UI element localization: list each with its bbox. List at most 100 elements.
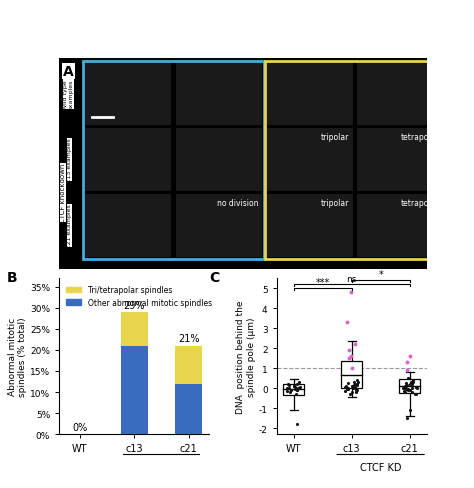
Point [292,390,300,398]
Bar [175,384,202,434]
Text: tetrapolar: tetrapolar [401,199,440,207]
Bar [176,128,262,192]
Bar [120,312,148,346]
Point [412,384,419,391]
Point [406,352,413,360]
Bar [85,128,171,192]
Point [353,382,360,389]
Point [292,386,299,393]
Point [403,359,410,366]
Point [353,381,361,388]
Bar [176,194,262,258]
Point [349,388,356,396]
Point [406,386,414,394]
Point [284,381,292,388]
Point [292,384,299,391]
Point [403,366,410,374]
Text: Wild type
examples: Wild type examples [63,79,74,109]
Legend: Tri/tetrapolar spindles, Other abnormal mitotic spindles: Tri/tetrapolar spindles, Other abnormal … [63,283,215,310]
Point [346,346,353,354]
Point [352,388,360,396]
Point [296,384,304,391]
Point [409,388,416,396]
Point [400,387,408,395]
Bar [264,61,446,260]
Text: tetrapolar: tetrapolar [401,133,440,142]
Point [351,341,359,348]
Point [412,384,420,391]
Text: tripolar: tripolar [321,133,349,142]
Point [293,386,301,394]
Point [399,385,407,392]
Point [403,414,410,422]
Point [354,386,361,394]
Point [343,383,350,390]
Point [408,381,416,388]
Point [347,288,355,296]
Point [283,385,291,392]
Point [346,390,354,398]
Text: 21%: 21% [178,334,200,344]
Point [413,390,420,398]
Text: A: A [63,65,73,79]
Point [411,390,419,398]
Bar [266,128,353,192]
Bar [175,346,202,384]
Text: no division: no division [217,199,258,207]
Point [350,382,358,389]
Point [409,379,417,386]
Point [401,383,409,390]
Text: *: * [378,269,383,280]
Y-axis label: Abnormal mitotic
spindles (% total): Abnormal mitotic spindles (% total) [8,317,27,396]
Point [408,385,415,392]
Point [286,382,293,389]
Point [348,383,356,390]
Point [401,388,409,396]
Y-axis label: DNA  position behind the
spindle pole (μm): DNA position behind the spindle pole (μm… [237,300,256,413]
Bar [85,194,171,258]
Point [348,365,356,372]
Point [347,352,355,360]
Point [290,383,297,390]
Point [296,379,303,386]
Point [350,379,357,386]
Point [341,384,349,391]
Point [351,385,359,392]
Bar [357,63,444,126]
Point [290,383,298,390]
Bar [176,63,262,126]
Point [402,386,410,393]
Point [343,319,350,326]
Bar [85,63,171,126]
Point [402,380,410,387]
Point [413,385,420,392]
Bar [357,128,444,192]
Bar [266,63,353,126]
Text: ns: ns [346,275,357,284]
Point [349,385,356,392]
Bar [357,194,444,258]
Text: CTCF KD: CTCF KD [360,462,401,471]
Text: ***: *** [316,278,330,287]
Point [344,380,352,387]
Point [286,388,293,396]
Point [353,376,360,384]
Point [345,386,352,393]
Point [404,386,412,394]
Point [341,387,349,395]
Point [402,383,410,390]
Point [283,387,291,395]
Point [285,385,293,392]
Point [293,386,301,394]
Point [352,384,359,391]
Point [407,381,414,388]
Point [408,382,415,389]
Point [352,386,359,394]
Point [345,385,352,392]
Point [404,374,412,382]
Point [344,386,351,393]
Text: 0%: 0% [72,422,87,432]
Point [293,386,301,393]
Point [401,385,409,392]
Text: 29%: 29% [123,300,145,310]
